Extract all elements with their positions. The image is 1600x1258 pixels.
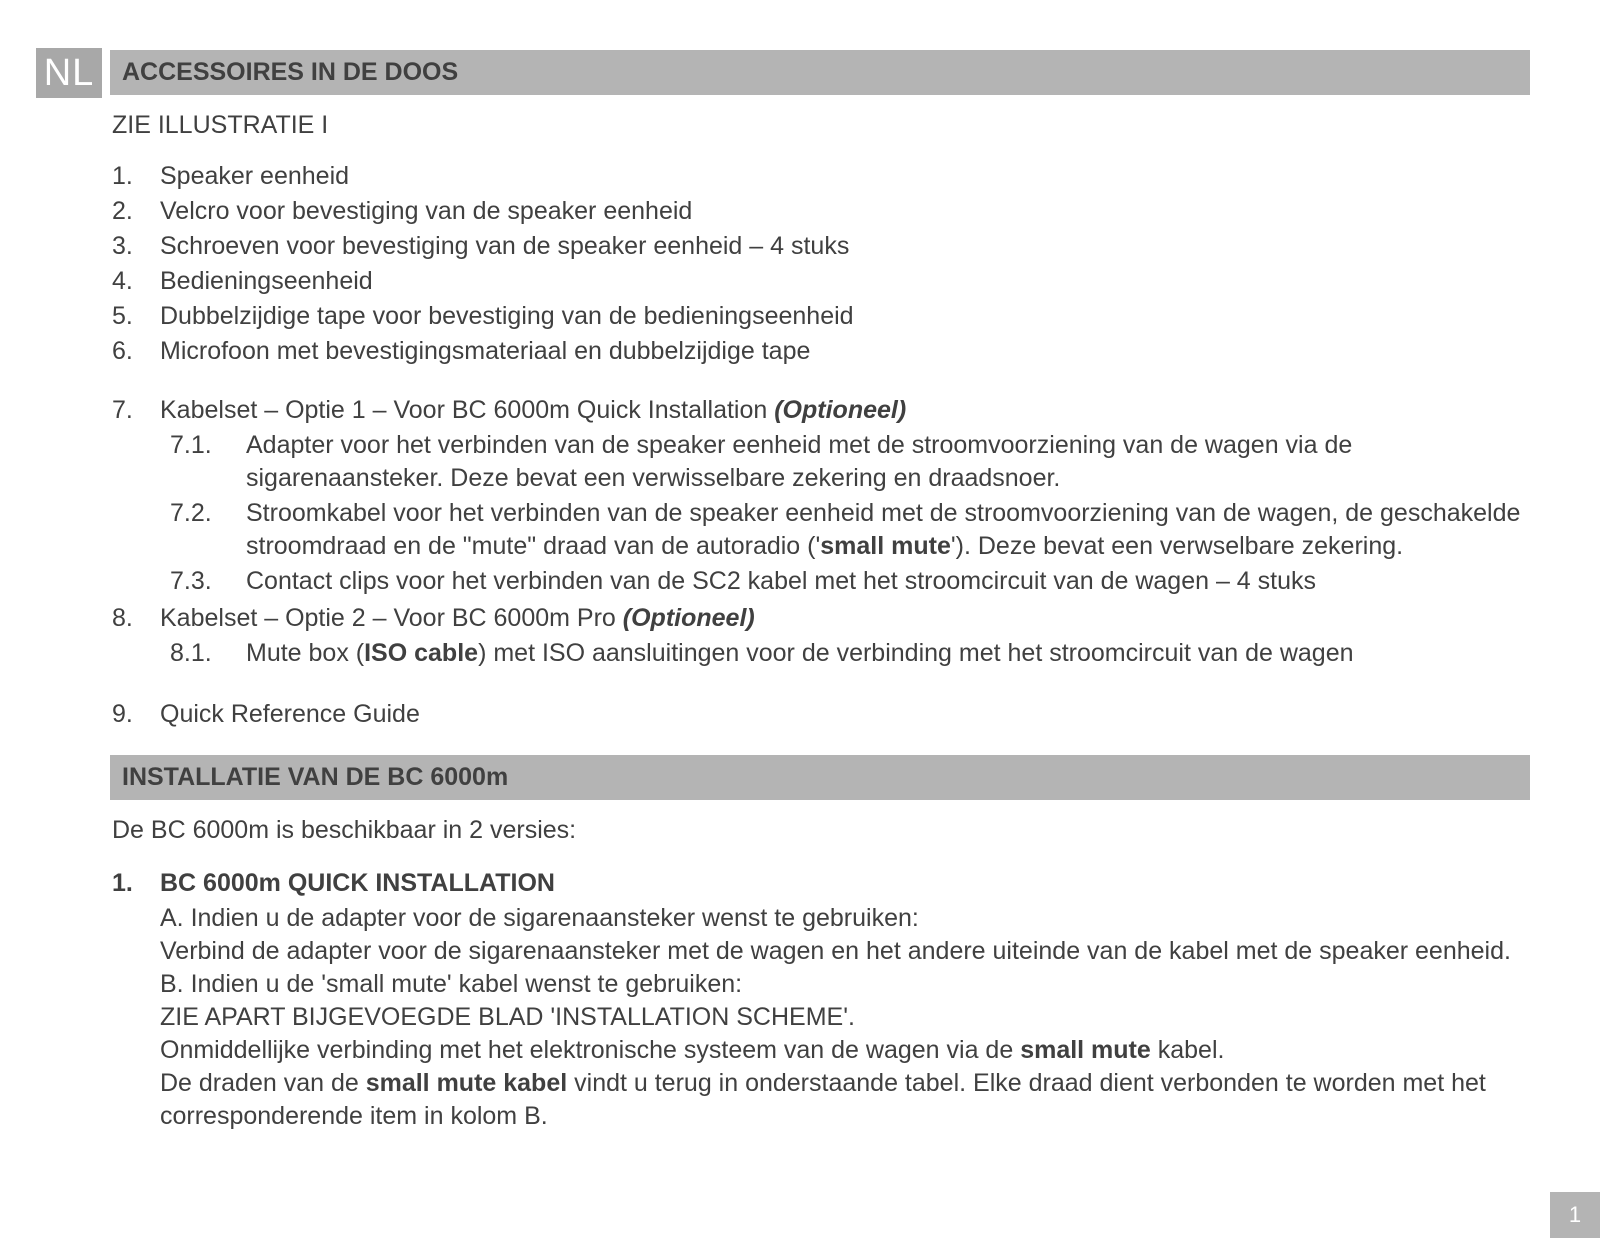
item-text-pre: Kabelset – Optie 1 – Voor BC 6000m Quick… xyxy=(160,396,774,424)
install-line: De draden van de small mute kabel vindt … xyxy=(160,1067,1530,1133)
install-line: B. Indien u de 'small mute' kabel wenst … xyxy=(160,968,1530,1001)
optional-tag: (Optioneel) xyxy=(623,604,755,632)
text-bold: small mute xyxy=(1020,1036,1151,1064)
section-header-accessories: ACCESSOIRES IN DE DOOS xyxy=(110,50,1530,95)
list-item: 2.Velcro voor bevestiging van de speaker… xyxy=(112,195,1530,228)
item-number: 1. xyxy=(112,160,160,193)
installation-list: 1. BC 6000m QUICK INSTALLATION A. Indien… xyxy=(110,867,1530,1133)
item-text: Bedieningseenheid xyxy=(160,265,1530,298)
page-content: ACCESSOIRES IN DE DOOS ZIE ILLUSTRATIE I… xyxy=(110,50,1530,1133)
install-line: Verbind de adapter voor de sigarenaanste… xyxy=(160,935,1530,968)
illustration-ref: ZIE ILLUSTRATIE I xyxy=(112,109,1530,142)
text-post: '). Deze bevat een verwselbare zekering. xyxy=(951,532,1403,560)
list-item: 3.Schroeven voor bevestiging van de spea… xyxy=(112,230,1530,263)
list-item: 7. Kabelset – Optie 1 – Voor BC 6000m Qu… xyxy=(112,394,1530,600)
list-item: 8. Kabelset – Optie 2 – Voor BC 6000m Pr… xyxy=(112,602,1530,672)
sub-item-text: Mute box (ISO cable) met ISO aansluiting… xyxy=(246,637,1530,670)
list-item: 9.Quick Reference Guide xyxy=(112,698,1530,731)
list-item: 1.Speaker eenheid xyxy=(112,160,1530,193)
item-text: Velcro voor bevestiging van de speaker e… xyxy=(160,195,1530,228)
item-text: Quick Reference Guide xyxy=(160,698,1530,731)
text-pre: De draden van de xyxy=(160,1069,366,1097)
item-text: Microfoon met bevestigingsmateriaal en d… xyxy=(160,335,1530,368)
item-number: 8. xyxy=(112,602,160,672)
text-pre: Mute box ( xyxy=(246,639,364,667)
text-bold: ISO cable xyxy=(364,639,478,667)
item-number: 4. xyxy=(112,265,160,298)
item-number: 5. xyxy=(112,300,160,333)
optional-tag: (Optioneel) xyxy=(774,396,906,424)
text-post: ) met ISO aansluitingen voor de verbindi… xyxy=(478,639,1353,667)
install-line: A. Indien u de adapter voor de sigarenaa… xyxy=(160,902,1530,935)
list-gap xyxy=(112,370,1530,392)
sub-item-number: 7.3. xyxy=(160,565,246,598)
install-item-content: A. Indien u de adapter voor de sigarenaa… xyxy=(160,902,1530,1133)
item-number: 7. xyxy=(112,394,160,600)
sub-list: 8.1.Mute box (ISO cable) met ISO aanslui… xyxy=(160,637,1530,670)
install-item-body: BC 6000m QUICK INSTALLATION A. Indien u … xyxy=(160,867,1530,1133)
text-bold: small mute kabel xyxy=(366,1069,567,1097)
item-text: Dubbelzijdige tape voor bevestiging van … xyxy=(160,300,1530,333)
list-item: 4.Bedieningseenheid xyxy=(112,265,1530,298)
accessories-list: 1.Speaker eenheid 2.Velcro voor bevestig… xyxy=(110,160,1530,731)
item-text: Kabelset – Optie 2 – Voor BC 6000m Pro (… xyxy=(160,602,1530,672)
item-number: 3. xyxy=(112,230,160,263)
install-line: ZIE APART BIJGEVOEGDE BLAD 'INSTALLATION… xyxy=(160,1001,1530,1034)
sub-list-item: 8.1.Mute box (ISO cable) met ISO aanslui… xyxy=(160,637,1530,670)
item-text: Schroeven voor bevestiging van de speake… xyxy=(160,230,1530,263)
list-item: 5.Dubbelzijdige tape voor bevestiging va… xyxy=(112,300,1530,333)
section-header-installation: INSTALLATIE VAN DE BC 6000m xyxy=(110,755,1530,800)
sub-list: 7.1.Adapter voor het verbinden van de sp… xyxy=(160,429,1530,598)
sub-item-number: 7.2. xyxy=(160,497,246,563)
item-text: Kabelset – Optie 1 – Voor BC 6000m Quick… xyxy=(160,394,1530,600)
install-list-item: 1. BC 6000m QUICK INSTALLATION A. Indien… xyxy=(112,867,1530,1133)
sub-item-number: 7.1. xyxy=(160,429,246,495)
list-gap xyxy=(112,674,1530,696)
sub-item-text: Stroomkabel voor het verbinden van de sp… xyxy=(246,497,1530,563)
sub-list-item: 7.2.Stroomkabel voor het verbinden van d… xyxy=(160,497,1530,563)
language-tab: NL xyxy=(36,48,102,98)
item-text: Speaker eenheid xyxy=(160,160,1530,193)
install-line: Onmiddellijke verbinding met het elektro… xyxy=(160,1034,1530,1067)
item-number: 9. xyxy=(112,698,160,731)
text-post: kabel. xyxy=(1151,1036,1225,1064)
sub-item-text: Contact clips voor het verbinden van de … xyxy=(246,565,1530,598)
installation-intro: De BC 6000m is beschikbaar in 2 versies: xyxy=(112,814,1530,847)
install-item-number: 1. xyxy=(112,867,160,1133)
sub-list-item: 7.1.Adapter voor het verbinden van de sp… xyxy=(160,429,1530,495)
install-item-title: BC 6000m QUICK INSTALLATION xyxy=(160,869,555,897)
sub-list-item: 7.3.Contact clips voor het verbinden van… xyxy=(160,565,1530,598)
text-pre: Onmiddellijke verbinding met het elektro… xyxy=(160,1036,1020,1064)
text-bold: small mute xyxy=(820,532,951,560)
item-text-pre: Kabelset – Optie 2 – Voor BC 6000m Pro xyxy=(160,604,623,632)
item-number: 2. xyxy=(112,195,160,228)
item-number: 6. xyxy=(112,335,160,368)
list-item: 6.Microfoon met bevestigingsmateriaal en… xyxy=(112,335,1530,368)
sub-item-text: Adapter voor het verbinden van de speake… xyxy=(246,429,1530,495)
page-number: 1 xyxy=(1550,1192,1600,1238)
sub-item-number: 8.1. xyxy=(160,637,246,670)
